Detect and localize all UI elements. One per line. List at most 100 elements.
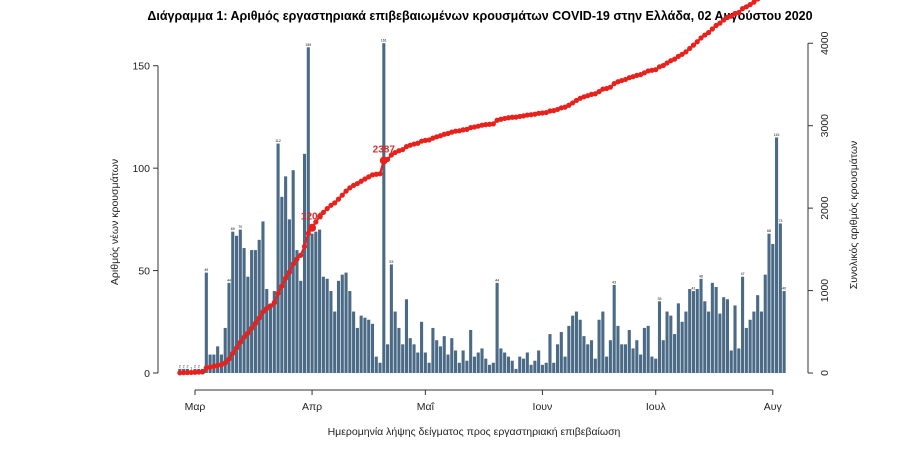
bar: [597, 319, 601, 373]
x-axis-label: Ημερομηνία λήψης δείγματος προς εργαστηρ…: [328, 426, 621, 438]
cumulative-point: [320, 209, 326, 216]
bar: [775, 137, 779, 373]
bar-value-label: 68: [767, 229, 771, 233]
cumulative-point: [672, 56, 678, 62]
bar: [540, 364, 544, 373]
bar: [533, 360, 537, 373]
cumulative-point: [256, 315, 262, 321]
cumulative-point: [298, 252, 304, 258]
bar: [484, 358, 488, 373]
cumulative-point: [267, 303, 274, 309]
bar: [378, 362, 382, 373]
bar: [537, 350, 541, 373]
bar: [612, 284, 616, 373]
bar: [744, 327, 748, 373]
cumulative-point: [230, 350, 236, 357]
bar: [688, 289, 692, 373]
bar: [514, 368, 518, 373]
bar-value-label: 43: [612, 280, 616, 284]
cumulative-point: [698, 35, 704, 41]
bar: [673, 334, 677, 373]
bar: [499, 348, 503, 373]
bar: [563, 356, 567, 373]
bar: [472, 356, 476, 373]
bar: [265, 289, 269, 373]
bars-group: [178, 43, 786, 373]
bar: [722, 297, 726, 373]
cumulative-point: [199, 369, 206, 375]
bar: [759, 311, 764, 373]
cumulative-point: [607, 84, 614, 90]
cumulative-point: [573, 97, 580, 104]
bar: [593, 358, 597, 373]
bar: [363, 317, 367, 373]
cumulative-line-group: [177, 0, 761, 376]
bar-labels-group: 2 2 212 24944697011215916153444335414647681…: [179, 39, 786, 371]
cumulative-point: [653, 67, 659, 73]
cumulative-point: [317, 213, 323, 219]
bar-value-label: 159: [305, 43, 311, 47]
chart-title: Διάγραμμα 1: Αριθμός εργαστηριακά επιβεβ…: [147, 9, 812, 23]
bar: [314, 231, 318, 373]
cumulative-point: [184, 369, 191, 376]
cumulative-point: [339, 192, 345, 198]
bar: [605, 356, 609, 373]
cumulative-point: [388, 152, 394, 158]
bar: [306, 47, 310, 373]
cumulative-point: [721, 17, 727, 23]
bar: [510, 360, 514, 373]
bar: [423, 352, 427, 373]
bar: [234, 235, 239, 373]
bar: [646, 325, 650, 373]
bar-value-label: 69: [231, 227, 235, 231]
left-y-axis: 0 50 100 150: [132, 61, 159, 380]
bar: [601, 311, 605, 373]
bar: [310, 233, 314, 373]
bar: [325, 278, 329, 373]
cumulative-annotation-label: 1200: [301, 212, 324, 223]
bar: [302, 153, 307, 373]
bar: [669, 315, 673, 373]
bar-value-label: 112: [275, 139, 281, 143]
bar: [480, 348, 484, 373]
bar: [714, 286, 718, 373]
cumulative-point: [347, 185, 353, 191]
bar-value-label: 2: [183, 364, 185, 368]
right-axis-tick-label: 2000: [819, 196, 831, 220]
cumulative-point: [283, 275, 289, 281]
bar: [435, 340, 439, 373]
cumulative-point: [702, 32, 708, 38]
bar: [454, 350, 458, 373]
bar: [710, 282, 714, 373]
bar: [488, 364, 492, 373]
bar: [699, 278, 703, 373]
cumulative-point: [354, 180, 360, 187]
bar: [216, 346, 220, 373]
bar: [438, 346, 443, 373]
bar: [427, 362, 431, 373]
x-axis-tick-label: Μαΐ: [417, 401, 435, 413]
right-axis-tick-label: 1000: [819, 279, 831, 303]
bar: [544, 362, 548, 373]
bar-value-label: 115: [774, 133, 780, 137]
left-axis-tick-label: 0: [144, 368, 150, 380]
bar: [589, 340, 594, 373]
bar: [657, 301, 662, 373]
cumulative-point: [373, 171, 379, 177]
bar: [548, 334, 552, 373]
bar: [329, 291, 333, 373]
x-axis-tick-label: Μαρ: [185, 401, 206, 413]
bar: [639, 354, 643, 373]
bar: [725, 299, 730, 373]
bar: [767, 233, 771, 373]
bar-value-label: 53: [389, 260, 393, 264]
bar-value-label: 2: [186, 364, 188, 368]
x-axis-tick-label: Απρ: [302, 401, 322, 413]
bar: [238, 229, 242, 373]
bar-value-label: 44: [495, 278, 499, 282]
bar: [661, 340, 665, 373]
cumulative-point: [301, 243, 308, 250]
right-axis-tick-label: 4000: [819, 31, 831, 55]
cumulative-point: [343, 188, 349, 194]
